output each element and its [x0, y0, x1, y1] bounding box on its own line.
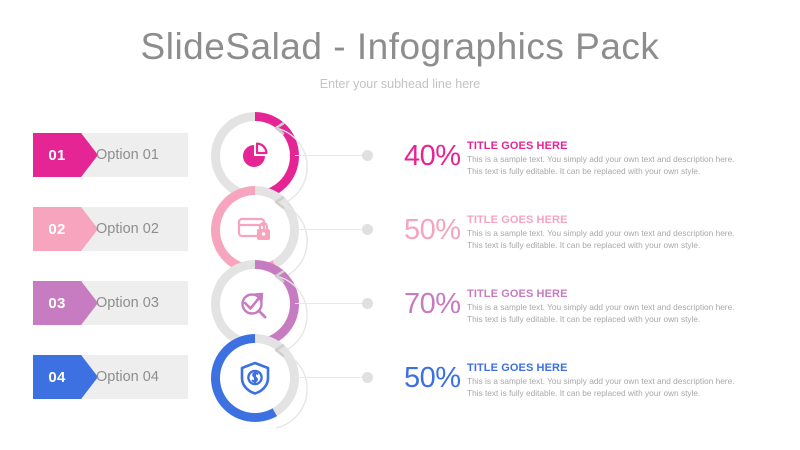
text-body-line1-02: This is a sample text. You simply add yo… — [467, 228, 735, 238]
option-row-03[interactable]: 03 Option 03 — [33, 281, 188, 325]
connector-dot-01 — [362, 150, 373, 161]
text-block-01: TITLE GOES HERE This is a sample text. Y… — [467, 140, 767, 178]
option-number-03: 03 — [48, 294, 66, 312]
connector-dot-03 — [362, 298, 373, 309]
connector-line-02 — [295, 229, 363, 230]
text-body-line2-01: This text is fully editable. It can be r… — [467, 165, 701, 176]
option-row-02[interactable]: 02 Option 02 — [33, 207, 188, 251]
page-title: SlideSalad - Infographics Pack — [140, 26, 660, 67]
icon-holder-01 — [220, 121, 290, 191]
text-block-02: TITLE GOES HERE This is a sample text. Y… — [467, 214, 767, 252]
icon-circle-04[interactable] — [211, 334, 299, 422]
text-body-line2-04: This text is fully editable. It can be r… — [467, 387, 701, 398]
flow-arrow-04 — [262, 344, 332, 434]
icon-holder-03 — [220, 269, 290, 339]
text-title-03: TITLE GOES HERE — [467, 288, 568, 300]
text-body-line2-03: This text is fully editable. It can be r… — [467, 313, 701, 324]
connector-dot-02 — [362, 224, 373, 235]
option-label-02: Option 02 — [96, 221, 159, 237]
text-block-04: TITLE GOES HERE This is a sample text. Y… — [467, 362, 767, 400]
connector-line-04 — [295, 377, 363, 378]
option-number-01: 01 — [48, 146, 66, 164]
icon-holder-04 — [220, 343, 290, 413]
shield-dollar-icon — [238, 360, 272, 396]
text-body-line1-04: This is a sample text. You simply add yo… — [467, 376, 735, 386]
pie-chart-icon — [237, 138, 273, 174]
search-growth-icon — [237, 286, 273, 322]
percent-value-01: 40% — [404, 140, 461, 172]
percent-value-03: 70% — [404, 288, 461, 320]
option-number-02: 02 — [48, 220, 66, 238]
connector-dot-04 — [362, 372, 373, 383]
text-title-01: TITLE GOES HERE — [467, 140, 568, 152]
option-label-04: Option 04 — [96, 369, 159, 385]
option-label-01: Option 01 — [96, 147, 159, 163]
percent-value-02: 50% — [404, 214, 461, 246]
flow-arrow-02 — [262, 196, 332, 286]
percent-value-04: 50% — [404, 362, 461, 394]
connector-line-03 — [295, 303, 363, 304]
icon-circle-01[interactable] — [211, 112, 299, 200]
text-body-line1-01: This is a sample text. You simply add yo… — [467, 154, 735, 164]
credit-card-lock-icon — [236, 215, 274, 245]
icon-circle-02[interactable] — [211, 186, 299, 274]
text-title-04: TITLE GOES HERE — [467, 362, 568, 374]
text-body-line2-02: This text is fully editable. It can be r… — [467, 239, 701, 250]
icon-circle-03[interactable] — [211, 260, 299, 348]
text-body-line1-03: This is a sample text. You simply add yo… — [467, 302, 735, 312]
option-row-04[interactable]: 04 Option 04 — [33, 355, 188, 399]
connector-line-01 — [295, 155, 363, 156]
icon-holder-02 — [220, 195, 290, 265]
option-row-01[interactable]: 01 Option 01 — [33, 133, 188, 177]
option-label-03: Option 03 — [96, 295, 159, 311]
text-block-03: TITLE GOES HERE This is a sample text. Y… — [467, 288, 767, 326]
option-number-04: 04 — [48, 368, 66, 386]
flow-arrow-03 — [262, 270, 332, 360]
page-subtitle: Enter your subhead line here — [319, 77, 481, 91]
flow-arrow-01 — [262, 122, 332, 212]
text-title-02: TITLE GOES HERE — [467, 214, 568, 226]
